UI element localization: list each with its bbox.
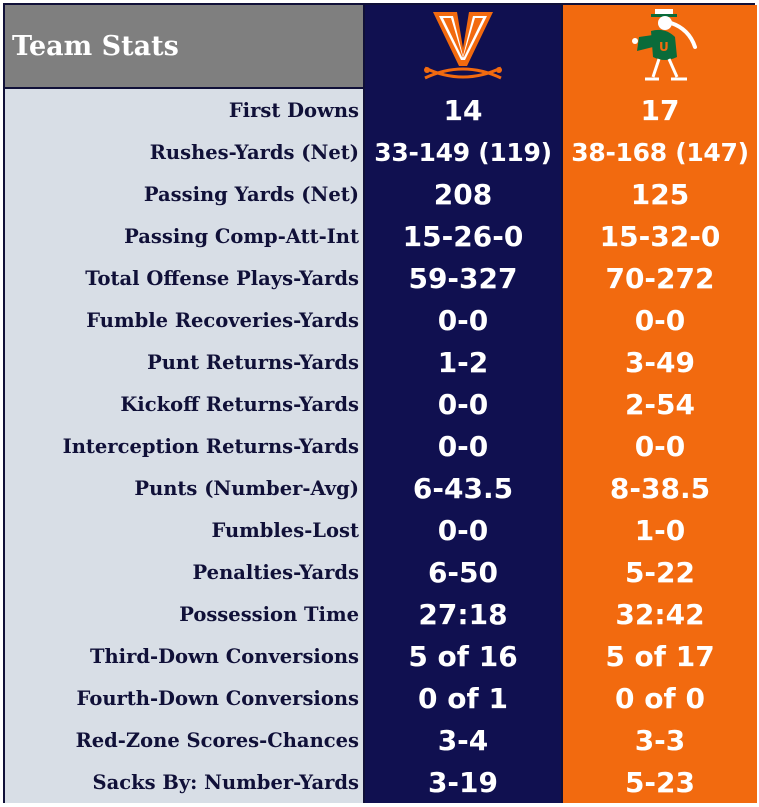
title-cell: Team Stats xyxy=(5,5,363,89)
miami-stat-value: 0 of 0 xyxy=(563,677,757,719)
virginia-stat-value: 5 of 16 xyxy=(365,635,561,677)
miami-stat-value: 32:42 xyxy=(563,593,757,635)
miami-stat-value: 0-0 xyxy=(563,425,757,467)
stat-label: Passing Yards (Net) xyxy=(5,173,363,215)
virginia-stat-value: 0 of 1 xyxy=(365,677,561,719)
stat-label: Punt Returns-Yards xyxy=(5,341,363,383)
miami-stat-value: 125 xyxy=(563,173,757,215)
stat-label: First Downs xyxy=(5,89,363,131)
virginia-stat-value: 3-19 xyxy=(365,761,561,803)
stat-label: Rushes-Yards (Net) xyxy=(5,131,363,173)
miami-stat-value: 15-32-0 xyxy=(563,215,757,257)
virginia-stat-value: 0-0 xyxy=(365,383,561,425)
stat-label: Total Offense Plays-Yards xyxy=(5,257,363,299)
stat-label: Penalties-Yards xyxy=(5,551,363,593)
stat-label: Third-Down Conversions xyxy=(5,635,363,677)
stat-label: Punts (Number-Avg) xyxy=(5,467,363,509)
virginia-stat-value: 0-0 xyxy=(365,509,561,551)
virginia-stat-value: 0-0 xyxy=(365,425,561,467)
miami-stat-value: 2-54 xyxy=(563,383,757,425)
virginia-stat-value: 6-43.5 xyxy=(365,467,561,509)
miami-stat-value: 5 of 17 xyxy=(563,635,757,677)
stat-label: Interception Returns-Yards xyxy=(5,425,363,467)
virginia-stat-value: 208 xyxy=(365,173,561,215)
miami-stat-value: 3-3 xyxy=(563,719,757,761)
miami-stat-value: 17 xyxy=(563,89,757,131)
stat-label: Fumbles-Lost xyxy=(5,509,363,551)
virginia-header-cell xyxy=(365,5,561,89)
virginia-stat-value: 1-2 xyxy=(365,341,561,383)
virginia-stat-value: 59-327 xyxy=(365,257,561,299)
miami-stat-value: 8-38.5 xyxy=(563,467,757,509)
stats-table: Team Stats xyxy=(3,3,757,803)
miami-stat-value: 3-49 xyxy=(563,341,757,383)
virginia-stat-value: 14 xyxy=(365,89,561,131)
stat-label: Possession Time xyxy=(5,593,363,635)
miami-stat-value: 5-22 xyxy=(563,551,757,593)
miami-stat-value: 5-23 xyxy=(563,761,757,803)
stat-label: Sacks By: Number-Yards xyxy=(5,761,363,803)
table-title: Team Stats xyxy=(12,30,179,62)
virginia-stat-value: 3-4 xyxy=(365,719,561,761)
miami-ibis-logo-icon: U xyxy=(632,9,697,81)
stat-label: Red-Zone Scores-Chances xyxy=(5,719,363,761)
svg-text:U: U xyxy=(659,40,669,54)
miami-stat-value: 1-0 xyxy=(563,509,757,551)
virginia-stat-value: 6-50 xyxy=(365,551,561,593)
stats-grid: Team Stats xyxy=(5,5,757,803)
virginia-stat-value: 27:18 xyxy=(365,593,561,635)
virginia-stat-value: 33-149 (119) xyxy=(365,131,561,173)
virginia-stat-value: 0-0 xyxy=(365,299,561,341)
stat-label: Fourth-Down Conversions xyxy=(5,677,363,719)
stat-label: Passing Comp-Att-Int xyxy=(5,215,363,257)
virginia-stat-value: 15-26-0 xyxy=(365,215,561,257)
virginia-logo-icon xyxy=(424,12,502,80)
stat-label: Fumble Recoveries-Yards xyxy=(5,299,363,341)
miami-stat-value: 38-168 (147) xyxy=(563,131,757,173)
miami-stat-value: 70-272 xyxy=(563,257,757,299)
stat-label: Kickoff Returns-Yards xyxy=(5,383,363,425)
miami-stat-value: 0-0 xyxy=(563,299,757,341)
miami-header-cell: U xyxy=(563,5,757,89)
